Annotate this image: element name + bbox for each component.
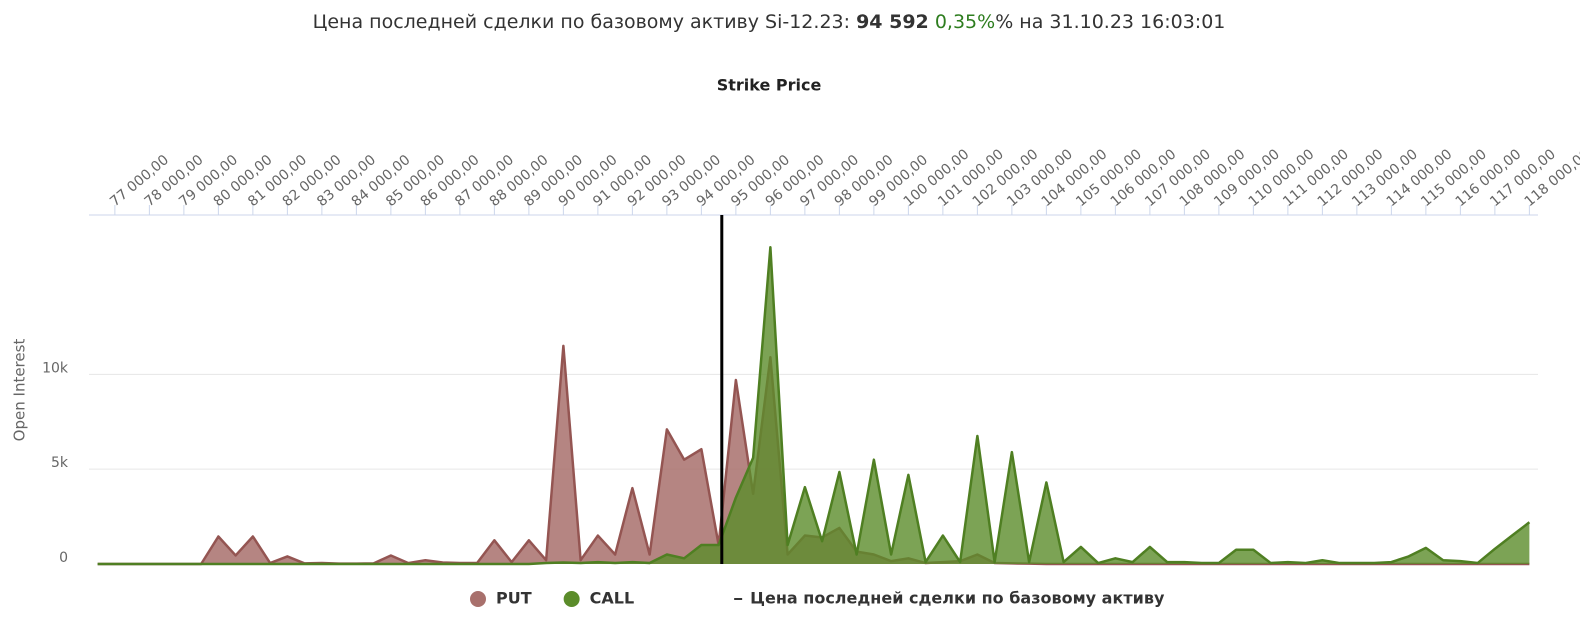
chart-title: Цена последней сделки по базовому активу…	[313, 11, 1226, 33]
x-axis-title: Strike Price	[717, 76, 822, 95]
title-price: 94 592	[856, 11, 929, 33]
y-tick-label: 10k	[42, 360, 69, 376]
area-line	[97, 245, 1531, 566]
legend-label: PUT	[496, 589, 532, 608]
legend-marker	[470, 591, 486, 607]
title-change: 0,35%	[935, 11, 995, 33]
title-prefix: Цена последней сделки по базовому активу…	[313, 11, 856, 33]
legend-label: CALL	[590, 589, 635, 608]
y-tick-label: 0	[59, 550, 68, 566]
legend-marker	[563, 591, 580, 607]
legend-label: Цена последней сделки по базовому активу	[750, 589, 1165, 608]
title-suffix: % на 31.10.23 16:03:01	[995, 11, 1225, 33]
y-tick-label: 5k	[51, 455, 69, 471]
y-axis-title: Open Interest	[11, 339, 29, 442]
